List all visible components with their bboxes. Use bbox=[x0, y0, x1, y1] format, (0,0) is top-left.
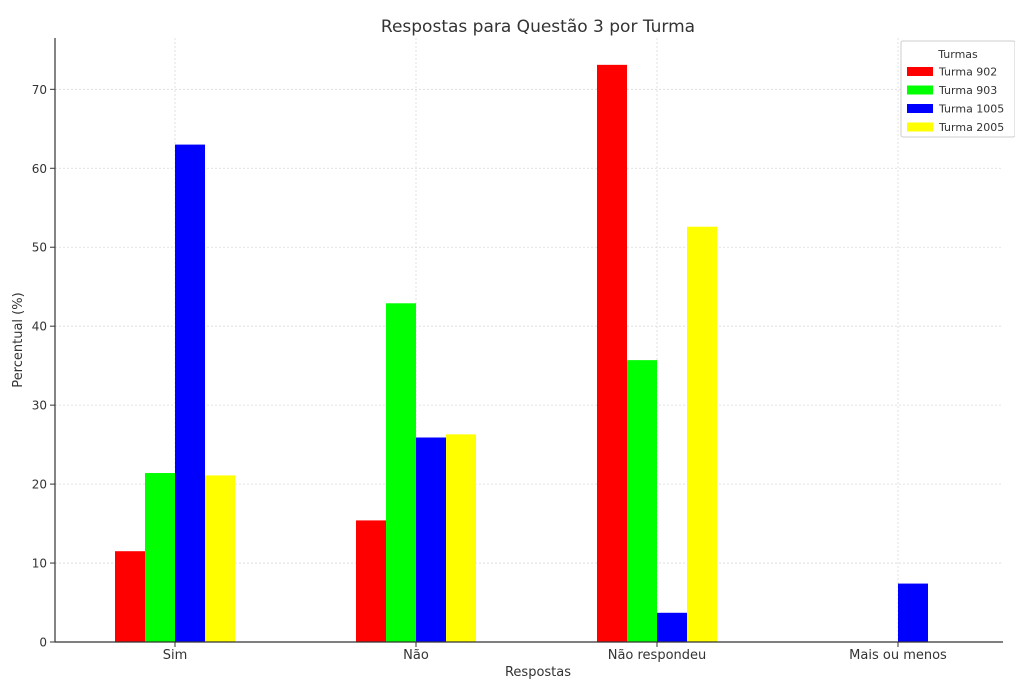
legend-swatch bbox=[907, 122, 933, 132]
bar-turma-1005 bbox=[657, 612, 687, 642]
chart-title: Respostas para Questão 3 por Turma bbox=[381, 17, 695, 37]
x-tick-label: Não bbox=[403, 648, 429, 663]
axes bbox=[54, 38, 1003, 643]
bar-turma-903 bbox=[386, 303, 416, 642]
bar-turma-1005 bbox=[416, 437, 446, 642]
y-tick-label: 30 bbox=[32, 399, 47, 413]
bar-turma-902 bbox=[356, 520, 386, 642]
bar-turma-2005 bbox=[687, 226, 717, 642]
bar-turma-2005 bbox=[446, 434, 476, 642]
x-tick-label: Mais ou menos bbox=[849, 648, 947, 663]
x-tick-label: Não respondeu bbox=[608, 648, 707, 663]
legend-items: Turma 902 Turma 903 Turma 1005 Turma 2005 bbox=[907, 66, 1004, 134]
grid-lines bbox=[55, 38, 1003, 642]
legend-title: Turmas bbox=[937, 48, 978, 61]
legend-label: Turma 1005 bbox=[938, 103, 1004, 116]
tick-labels: 0 10 20 30 40 50 60 70 Sim Não Não respondeu Mais o… bbox=[32, 83, 947, 663]
legend-label: Turma 2005 bbox=[938, 121, 1004, 134]
x-tick-label: Sim bbox=[163, 648, 188, 663]
bar-turma-902 bbox=[597, 64, 627, 643]
y-tick-label: 60 bbox=[32, 162, 47, 176]
bar-turma-2005 bbox=[205, 475, 235, 642]
legend-swatch bbox=[907, 85, 933, 95]
bar-turma-1005 bbox=[175, 144, 205, 642]
y-tick-label: 20 bbox=[32, 478, 47, 492]
legend-swatch bbox=[907, 67, 933, 76]
y-tick-label: 40 bbox=[32, 320, 47, 334]
bar-turma-903 bbox=[627, 360, 657, 642]
y-tick-label: 70 bbox=[32, 83, 47, 97]
y-tick-label: 50 bbox=[32, 241, 47, 255]
x-axis-label: Respostas bbox=[505, 665, 571, 679]
bar-turma-903 bbox=[145, 473, 175, 642]
legend-label: Turma 903 bbox=[938, 84, 997, 97]
legend-label: Turma 902 bbox=[938, 66, 997, 79]
legend-swatch bbox=[907, 104, 933, 113]
bar-turma-1005 bbox=[898, 583, 928, 642]
y-axis-label: Percentual (%) bbox=[11, 292, 26, 387]
bar-turma-902 bbox=[115, 551, 145, 642]
y-tick-label: 10 bbox=[32, 557, 47, 571]
y-tick-label: 0 bbox=[39, 636, 47, 650]
bars bbox=[115, 64, 928, 643]
